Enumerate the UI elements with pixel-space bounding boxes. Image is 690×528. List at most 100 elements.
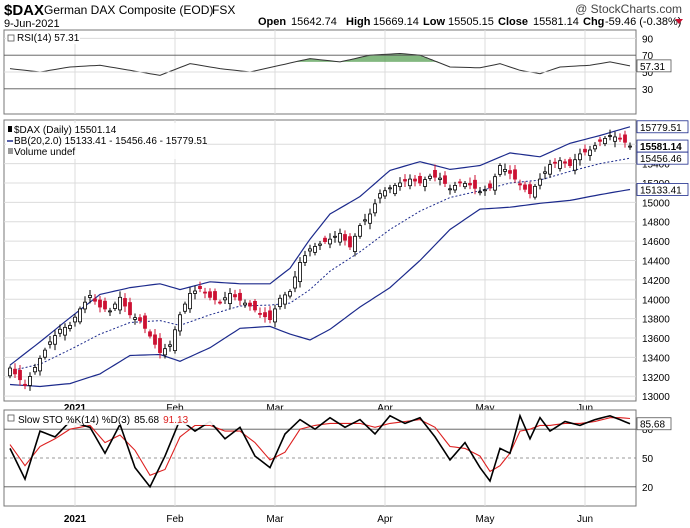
candle-up: [378, 193, 382, 199]
candle-up: [578, 153, 582, 161]
candle-up: [533, 185, 537, 198]
candle-up: [178, 314, 182, 332]
price-tick-label: 14400: [642, 257, 670, 268]
candle-down: [248, 302, 252, 307]
chg-label: Chg: [583, 16, 604, 28]
candle-up: [498, 165, 502, 175]
candle-up: [188, 293, 192, 310]
candle-down: [568, 159, 572, 166]
candle-up: [613, 136, 617, 142]
candle-down: [553, 161, 557, 164]
upper-band-tag: 15779.51: [640, 123, 682, 134]
candle-down: [148, 331, 152, 337]
high-value: 15669.14: [373, 16, 419, 28]
price-month-label: Jun: [577, 403, 593, 414]
candle-up: [318, 243, 322, 246]
price-tick-label: 14600: [642, 237, 670, 248]
rsi-tag-text: 57.31: [640, 62, 665, 73]
rsi-legend-swatch: [7, 34, 15, 42]
candle-down: [208, 291, 212, 298]
candle-up: [288, 291, 292, 297]
candle-up: [53, 335, 57, 345]
volume-legend-swatch: [8, 148, 13, 154]
rsi-tag-box: [636, 59, 672, 73]
candle-down: [443, 175, 447, 184]
middle-band-tag: 15456.46: [640, 154, 682, 165]
price-tick-label: 14200: [642, 276, 670, 287]
rsi-legend-box: [6, 32, 80, 44]
candle-down: [23, 383, 27, 386]
candle-up: [283, 294, 287, 305]
candle-up: [558, 160, 562, 169]
chg-value: -59.46 (-0.38%): [605, 16, 681, 28]
candle-up: [43, 349, 47, 358]
price-month-label: 2021: [64, 403, 87, 414]
rsi-tick-label: 70: [642, 51, 654, 62]
rsi-legend: RSI(14) 57.31: [17, 33, 80, 44]
candle-down: [123, 298, 127, 307]
stoch-legend-box: [6, 412, 238, 425]
candle-down: [563, 161, 567, 164]
exchange-label: FSX: [212, 3, 235, 17]
candle-up: [423, 179, 427, 187]
price-legend-bb: BB(20,2.0) 15133.41 - 15456.46 - 15779.5…: [14, 136, 208, 147]
price-legend-symbol: $DAX (Daily) 15501.14: [14, 125, 117, 136]
price-legend-box: [6, 123, 206, 159]
candle-up: [538, 178, 542, 186]
stoch-tag-text: 85.68: [640, 420, 665, 431]
candle-up: [303, 255, 307, 263]
candle-down: [128, 302, 132, 316]
bollinger-lower-band: [9, 188, 631, 388]
lower-band-tag-box: [636, 183, 689, 196]
candle-up: [298, 262, 302, 283]
stoch-month-label: 2021: [64, 514, 87, 525]
candle-down: [433, 169, 437, 178]
candle-up: [428, 175, 432, 179]
price-tick-label: 13200: [642, 373, 670, 384]
price-tick-label: 13600: [642, 334, 670, 345]
candle-up: [293, 276, 297, 289]
stoch-month-label: Mar: [266, 514, 284, 525]
upper-band-tag-box: [636, 120, 689, 134]
low-label: Low: [423, 16, 445, 28]
candle-up: [278, 297, 282, 308]
candle-down: [158, 338, 162, 353]
instrument-name: German DAX Composite (EOD): [44, 3, 213, 17]
high-label: High: [346, 16, 371, 28]
candle-up: [628, 145, 632, 148]
candle-down: [418, 175, 422, 184]
stoch-tick-label: 80: [642, 425, 654, 436]
stoch-legend-swatch: [7, 414, 15, 422]
candle-up: [308, 248, 312, 252]
bollinger-middle-band: [9, 157, 631, 372]
candle-up: [338, 232, 342, 243]
candle-up: [383, 190, 387, 197]
price-tick-label: 15000: [642, 198, 670, 209]
price-month-label: Apr: [377, 403, 393, 414]
candle-down: [508, 170, 512, 174]
rsi-line: [9, 52, 631, 76]
stoch-legend: Slow STO %K(14) %D(3) 85.68 91.13: [18, 415, 189, 426]
open-label: Open: [258, 16, 286, 28]
candle-up: [373, 203, 377, 214]
price-legend-volume: Volume undef: [14, 147, 75, 158]
candle-down: [213, 291, 217, 301]
price-month-label: May: [476, 403, 495, 414]
candle-up: [73, 316, 77, 323]
candle-down: [198, 285, 202, 289]
candle-up: [58, 328, 62, 334]
candle-up: [133, 317, 137, 320]
price-legend-swatch: [8, 126, 12, 132]
candle-up: [353, 235, 357, 252]
candlestick-series: [8, 129, 632, 391]
candle-down: [513, 169, 517, 180]
stoch-panel: 80 50 20 Slow STO %K(14) %D(3) 85.68 91.13 8…: [3, 409, 672, 525]
stoch-legend-prefix: Slow STO %K(14) %D(3): [18, 415, 130, 426]
candle-up: [548, 164, 552, 175]
candle-up: [543, 171, 547, 174]
bollinger-upper-band: [9, 126, 631, 366]
stoch-tick-label: 50: [642, 454, 654, 465]
candle-down: [218, 301, 222, 304]
candle-down: [583, 148, 587, 153]
candle-up: [173, 329, 177, 352]
